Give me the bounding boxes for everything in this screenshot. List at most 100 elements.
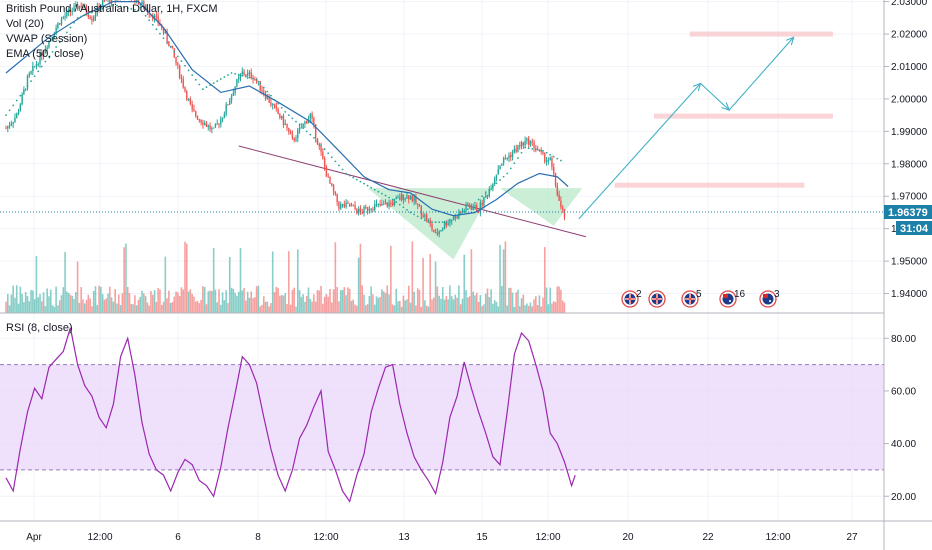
volume-bar: [540, 306, 543, 313]
candle-body: [474, 205, 476, 208]
volume-bar: [189, 289, 192, 313]
candle-body: [59, 23, 61, 25]
volume-bar: [295, 306, 297, 313]
chart-title[interactable]: British Pound / Australian Dollar, 1H, F…: [6, 3, 218, 15]
volume-bar: [14, 297, 16, 313]
vwap-dot: [438, 221, 441, 224]
volume-bar: [15, 285, 18, 313]
volume-bar: [180, 287, 183, 313]
candle-body: [232, 93, 235, 96]
volume-bar: [146, 302, 149, 313]
candle-body: [545, 160, 548, 162]
candle-body: [110, 0, 113, 3]
volume-bar: [116, 303, 118, 313]
candle-body: [10, 123, 13, 126]
volume-bar: [406, 299, 408, 313]
legend-volume[interactable]: Vol (20): [6, 18, 44, 30]
vwap-dot: [241, 74, 244, 77]
resistance-zone[interactable]: [653, 113, 833, 119]
vwap-dot: [144, 14, 147, 17]
vwap-dot: [191, 74, 194, 77]
volume-bar: [470, 249, 473, 313]
volume-bar: [85, 299, 88, 313]
vwap-dot: [166, 41, 169, 44]
neckline-trendline[interactable]: [238, 145, 587, 238]
vwap-dot: [452, 216, 455, 219]
volume-bar: [55, 286, 57, 313]
candle-body: [157, 16, 159, 24]
vwap-dot: [62, 36, 65, 39]
volume-bar: [223, 300, 226, 313]
volume-bar: [288, 251, 290, 313]
volume-bar: [255, 286, 258, 313]
volume-bar: [257, 285, 260, 313]
au-flag-event-icon[interactable]: 3: [759, 289, 780, 308]
candle-body: [425, 215, 428, 222]
uk-flag-event-icon[interactable]: 2: [621, 289, 642, 308]
candle-body: [348, 203, 351, 207]
volume-bar: [450, 296, 453, 313]
resistance-zone[interactable]: [614, 182, 805, 188]
resistance-zone[interactable]: [689, 31, 833, 37]
candle-body: [62, 17, 64, 19]
vwap-dot: [370, 186, 373, 189]
candle-body: [196, 116, 199, 120]
volume-bar: [440, 298, 442, 313]
vwap-dot: [409, 211, 412, 214]
price-tick-label: 1.97000: [891, 192, 928, 203]
vwap-dot: [534, 148, 537, 151]
pattern-triangle[interactable]: [500, 188, 583, 226]
volume-bar: [538, 295, 541, 313]
vwap-dot: [273, 98, 276, 101]
candle-body: [175, 56, 177, 64]
au-flag-event-icon[interactable]: 16: [719, 289, 746, 308]
candle-body: [395, 197, 397, 200]
volume-bar: [21, 293, 23, 313]
candle-body: [318, 144, 320, 147]
candle-body: [241, 71, 243, 75]
vwap-dot: [44, 60, 47, 63]
legend-ema[interactable]: EMA (50, close): [6, 48, 84, 60]
vwap-dot: [187, 69, 190, 72]
forecast-path[interactable]: [578, 36, 795, 220]
time-tick-label: 12:00: [765, 532, 790, 543]
candle-body: [490, 189, 492, 191]
rsi-title[interactable]: RSI (8, close): [6, 322, 73, 334]
vwap-dot: [262, 86, 265, 89]
candle-body: [220, 118, 222, 125]
candle-body: [162, 27, 165, 33]
legend-vwap[interactable]: VWAP (Session): [6, 33, 88, 45]
vwap-dot: [105, 6, 108, 9]
candle-body: [556, 185, 559, 195]
candle-body: [55, 27, 57, 34]
volume-bar: [307, 287, 310, 313]
candle-body: [168, 41, 170, 47]
vwap-dot: [202, 88, 204, 91]
candle-body: [467, 204, 469, 206]
candle-body: [551, 157, 553, 167]
volume-bar: [155, 301, 158, 313]
candle-body: [184, 87, 186, 92]
candle-body: [486, 195, 489, 197]
volume-bar: [504, 241, 507, 313]
volume-bar: [309, 298, 312, 313]
vwap-dot: [184, 64, 186, 67]
volume-bar: [144, 296, 147, 313]
volume-bar: [325, 294, 328, 313]
candle-body: [304, 121, 306, 124]
candle-body: [501, 163, 503, 166]
vwap-dot: [416, 215, 419, 218]
volume-bar: [19, 286, 22, 313]
candle-body: [366, 207, 369, 211]
volume-bar: [526, 303, 528, 313]
uk-flag-event-icon[interactable]: [648, 290, 666, 308]
uk-flag-event-icon[interactable]: 5: [681, 289, 702, 308]
candle-body: [390, 202, 392, 204]
current-price-label: 1.96379: [888, 207, 928, 219]
candle-body: [164, 31, 167, 33]
candle-body: [302, 123, 304, 128]
time-tick-label: 8: [255, 532, 261, 543]
candle-body: [377, 203, 380, 205]
candle-body: [173, 48, 175, 57]
